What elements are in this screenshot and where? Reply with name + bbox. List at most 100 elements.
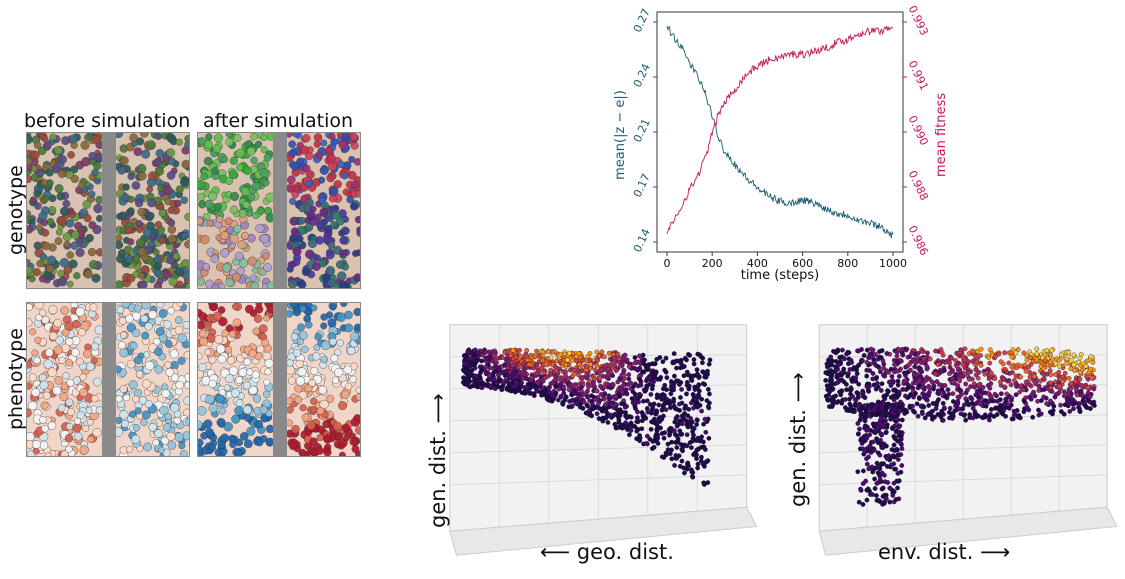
pair-point [855, 469, 861, 475]
pair-point [988, 370, 994, 376]
individual-dot [65, 398, 74, 407]
pair-point [985, 367, 991, 372]
pair-point [510, 363, 516, 368]
pair-point [1053, 361, 1059, 367]
individual-dot [217, 306, 226, 314]
individual-dot [137, 207, 146, 217]
individual-dot [164, 412, 172, 421]
individual-dot [292, 258, 301, 267]
individual-dot [289, 197, 297, 206]
individual-dot [263, 153, 272, 162]
pair-point [963, 417, 969, 423]
pair-point [825, 387, 831, 392]
pair-point [926, 403, 932, 408]
pair-point [970, 405, 976, 411]
individual-dot [260, 414, 269, 423]
individual-dot [327, 161, 338, 172]
pair-point [510, 347, 516, 353]
individual-dot [70, 241, 79, 250]
individual-dot [338, 451, 346, 456]
pair-point [915, 413, 921, 419]
pair-point [857, 426, 862, 432]
individual-dot [247, 193, 256, 202]
individual-dot [71, 348, 80, 357]
pair-point [553, 384, 559, 389]
individual-dot [340, 390, 350, 399]
pair-point [878, 388, 884, 393]
individual-dot [158, 334, 168, 343]
individual-dot [262, 179, 270, 187]
pair-point [477, 380, 482, 386]
pair-point [987, 360, 993, 366]
pair-point [687, 352, 693, 358]
pair-point [953, 358, 958, 363]
pair-point [927, 385, 932, 391]
individual-dot [322, 419, 331, 429]
individual-dot [344, 310, 353, 320]
individual-dot [198, 406, 207, 416]
pair-point [467, 359, 472, 365]
individual-dot [198, 352, 203, 361]
pair-point [916, 378, 922, 383]
individual-dot [323, 235, 332, 244]
individual-dot [304, 384, 313, 393]
individual-dot [215, 215, 224, 223]
pair-point [1030, 359, 1036, 364]
individual-dot [133, 388, 142, 398]
pair-point [977, 382, 982, 387]
individual-dot [245, 304, 254, 314]
pair-point [548, 367, 554, 373]
individual-dot [137, 247, 147, 257]
individual-dot [27, 318, 33, 327]
individual-dot [31, 349, 39, 357]
pair-point [861, 353, 867, 358]
pair-point [947, 371, 952, 377]
pair-point [902, 378, 908, 384]
individual-dot [355, 393, 360, 401]
individual-dot [336, 217, 345, 226]
individual-dot [65, 219, 75, 228]
individual-dot [178, 442, 186, 450]
pair-point [1004, 391, 1010, 397]
individual-dot [154, 255, 162, 264]
pair-point [1057, 383, 1062, 389]
individual-dot [216, 417, 226, 427]
pair-point [644, 441, 649, 446]
individual-dot [68, 134, 78, 144]
individual-dot [312, 352, 321, 361]
individual-dot [229, 205, 239, 215]
individual-dot [141, 410, 151, 420]
individual-dot [39, 440, 49, 450]
pair-point [574, 358, 579, 364]
pair-point [892, 387, 898, 393]
individual-dot [349, 375, 357, 383]
pair-point [844, 381, 849, 387]
pair-point [862, 423, 868, 429]
pair-point [707, 391, 712, 397]
pair-point [566, 387, 572, 392]
pair-point [669, 384, 674, 389]
individual-dot [204, 140, 214, 150]
individual-dot [154, 157, 163, 166]
individual-dot [79, 445, 89, 455]
individual-dot [83, 349, 92, 359]
individual-dot [121, 420, 129, 428]
pair-point [828, 359, 833, 365]
left-axis-label: mean(|z − e|) [613, 90, 628, 180]
pair-point [685, 413, 691, 419]
individual-dot [355, 190, 360, 198]
individual-dot [205, 394, 215, 405]
individual-dot [325, 394, 335, 403]
individual-dot [250, 156, 258, 164]
pair-point [866, 388, 872, 394]
pair-point [560, 400, 565, 406]
pair-point [975, 375, 981, 381]
individual-dot [246, 426, 256, 436]
pair-point [829, 397, 834, 403]
pair-point [1048, 380, 1053, 386]
pair-point [960, 374, 966, 379]
individual-dot [39, 380, 49, 390]
pair-point [479, 352, 485, 358]
pair-point [1067, 409, 1073, 414]
pair-point [836, 362, 841, 368]
